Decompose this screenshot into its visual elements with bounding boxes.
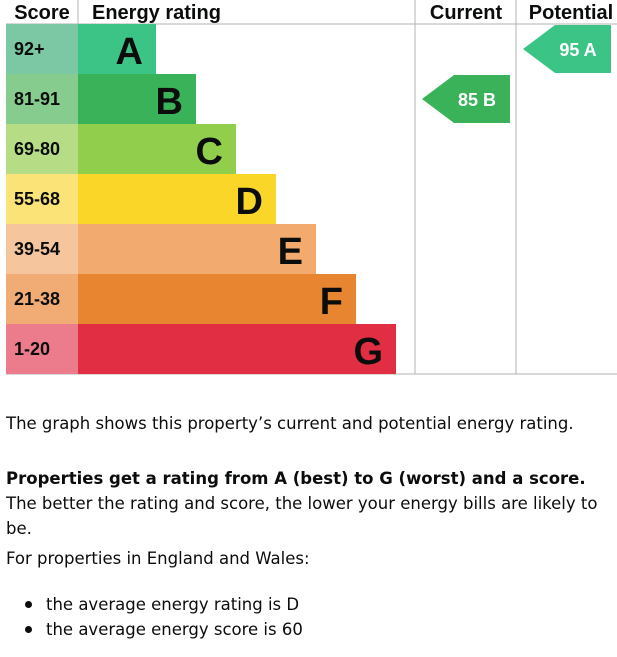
average-facts-list: the average energy rating is D the avera… [6,592,303,642]
potential-rating-label: 95 A [559,40,596,60]
score-range-c: 69-80 [14,139,60,159]
rating-explanation: Properties get a rating from A (best) to… [6,466,617,541]
score-range-a: 92+ [14,39,45,59]
band-letter-d: D [236,181,263,223]
column-headers: Score Energy rating Current Potential [14,2,613,24]
score-range-f: 21-38 [14,289,60,309]
score-cell-f [6,274,78,324]
band-bar-a [78,24,156,74]
column-header-score: Score [14,2,70,24]
rating-markers: 85 B 95 A [422,25,611,123]
score-range-b: 81-91 [14,89,60,109]
band-letter-f: F [320,281,343,323]
chart-summary: The graph shows this property’s current … [6,414,574,433]
band-bar-g [78,324,396,374]
score-range-d: 55-68 [14,189,60,209]
potential-rating-arrow [523,25,611,73]
band-bar-b [78,74,196,124]
band-letter-g: G [353,331,383,373]
current-rating-arrow [422,75,510,123]
score-range-e: 39-54 [14,239,60,259]
list-item: the average energy rating is D [25,592,303,617]
band-letter-a: A [116,31,143,73]
score-cell-a [6,24,78,74]
energy-rating-chart: Score Energy rating Current Potential 92+ A 8… [6,0,617,375]
rating-explanation-rest: The better the rating and score, the low… [6,494,598,538]
band-bar-c [78,124,236,174]
column-header-current: Current [430,2,503,24]
band-letter-c: C [196,131,223,173]
band-letter-b: B [156,81,183,123]
score-range-g: 1-20 [14,339,50,359]
band-letter-e: E [278,231,303,273]
score-cell-c [6,124,78,174]
current-rating-label: 85 B [458,90,496,110]
score-cell-b [6,74,78,124]
region-intro: For properties in England and Wales: [6,549,310,568]
rating-bands: 92+ A 81-91 B 69-80 C 55-68 D 39-54 E 21-38 F 1-20 G [6,24,396,374]
band-bar-e [78,224,316,274]
list-item: the average energy score is 60 [25,617,303,642]
score-cell-g [6,324,78,374]
band-bar-d [78,174,276,224]
band-bar-f [78,274,356,324]
column-header-energy-rating: Energy rating [92,2,221,24]
rating-explanation-bold: Properties get a rating from A (best) to… [6,469,586,488]
score-cell-e [6,224,78,274]
score-cell-d [6,174,78,224]
column-header-potential: Potential [529,2,613,24]
